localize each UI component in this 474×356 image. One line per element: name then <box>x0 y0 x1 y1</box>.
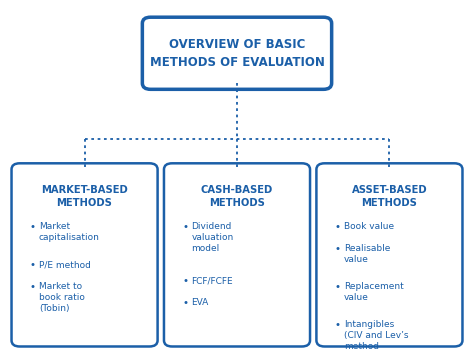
FancyBboxPatch shape <box>142 17 332 89</box>
Text: •: • <box>335 282 341 292</box>
Text: Market
capitalisation: Market capitalisation <box>39 222 100 242</box>
Text: •: • <box>335 222 341 232</box>
Text: •: • <box>30 222 36 232</box>
Text: •: • <box>30 282 36 292</box>
Text: Dividend
valuation
model: Dividend valuation model <box>191 222 234 253</box>
Text: EVA: EVA <box>191 298 209 307</box>
Text: •: • <box>182 276 188 287</box>
Text: •: • <box>182 222 188 232</box>
Text: P/E method: P/E method <box>39 260 91 269</box>
Text: FCF/FCFE: FCF/FCFE <box>191 276 233 286</box>
FancyBboxPatch shape <box>164 163 310 346</box>
Text: OVERVIEW OF BASIC
METHODS OF EVALUATION: OVERVIEW OF BASIC METHODS OF EVALUATION <box>150 38 324 68</box>
Text: Book value: Book value <box>344 222 394 231</box>
Text: Market to
book ratio
(Tobin): Market to book ratio (Tobin) <box>39 282 85 313</box>
Text: ASSET-BASED
METHODS: ASSET-BASED METHODS <box>352 185 427 208</box>
FancyBboxPatch shape <box>317 163 463 346</box>
Text: Realisable
value: Realisable value <box>344 244 390 264</box>
Text: •: • <box>30 260 36 270</box>
Text: CASH-BASED
METHODS: CASH-BASED METHODS <box>201 185 273 208</box>
Text: •: • <box>335 244 341 253</box>
Text: •: • <box>335 320 341 330</box>
FancyBboxPatch shape <box>11 163 157 346</box>
Text: MARKET-BASED
METHODS: MARKET-BASED METHODS <box>41 185 128 208</box>
Text: Intangibles
(CIV and Lev’s
method: Intangibles (CIV and Lev’s method <box>344 320 408 351</box>
Text: •: • <box>182 298 188 308</box>
Text: Replacement
value: Replacement value <box>344 282 403 302</box>
